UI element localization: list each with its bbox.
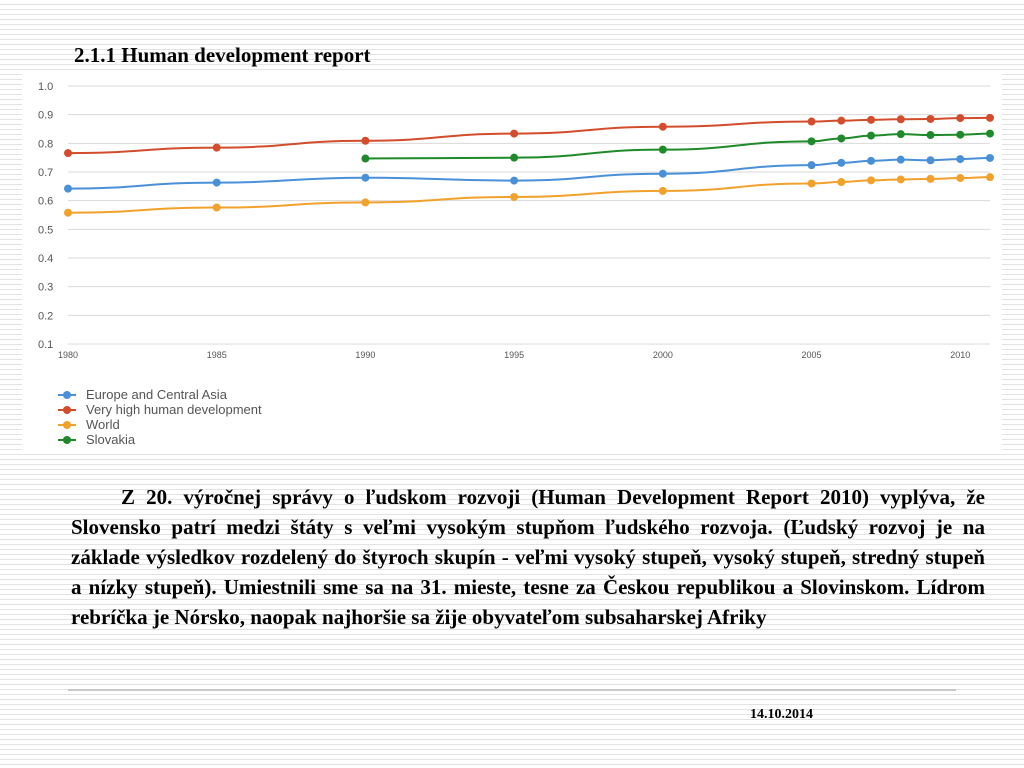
x-tick-label: 2010 (950, 350, 970, 360)
data-point (867, 156, 876, 165)
y-tick-label: 0.3 (38, 282, 53, 294)
data-point (986, 173, 994, 182)
data-point (986, 153, 994, 162)
y-tick-label: 1.0 (38, 81, 53, 93)
data-point (510, 176, 519, 185)
data-point (64, 184, 72, 193)
y-tick-label: 0.2 (38, 310, 53, 322)
data-point (658, 169, 667, 178)
data-point (807, 179, 816, 188)
data-point (986, 129, 994, 138)
data-point (837, 178, 846, 187)
data-point (837, 158, 846, 167)
data-point (896, 115, 905, 124)
y-axis-ticks: 0.1 0.2 0.3 0.4 0.5 0.6 0.7 0.8 0.9 1.0 (38, 81, 53, 351)
data-point (361, 154, 370, 163)
legend-marker (63, 391, 71, 399)
legend-label: Slovakia (86, 432, 136, 447)
data-point (64, 208, 72, 217)
y-tick-label: 0.5 (38, 224, 53, 236)
series-line (67, 116, 991, 155)
data-point (926, 114, 935, 123)
y-tick-label: 0.7 (38, 167, 53, 179)
legend-item: Very high human development (58, 402, 262, 417)
series-line (67, 176, 991, 214)
data-point (867, 131, 876, 140)
data-point (956, 155, 965, 164)
slide-date: 14.10.2014 (750, 707, 813, 722)
data-point (896, 155, 905, 164)
legend-marker (63, 406, 71, 414)
series-slovakia (361, 129, 994, 163)
legend-label: Europe and Central Asia (86, 387, 228, 402)
series-lines (64, 113, 994, 217)
data-point (64, 149, 72, 158)
grid-lines (68, 85, 990, 345)
legend-item: Slovakia (58, 432, 136, 447)
data-point (212, 178, 221, 187)
data-point (807, 161, 816, 170)
footer-divider (68, 689, 956, 691)
y-tick-label: 0.6 (38, 196, 53, 208)
legend-marker (63, 421, 71, 429)
data-point (807, 137, 816, 146)
data-point (926, 156, 935, 165)
y-tick-label: 0.9 (38, 110, 53, 122)
data-point (956, 174, 965, 183)
hdi-chart: 0.1 0.2 0.3 0.4 0.5 0.6 0.7 0.8 0.9 1.0 1980 1985 1… (22, 74, 1002, 452)
x-axis-ticks: 1980 1985 1990 1995 2000 2005 2010 (58, 350, 970, 360)
data-point (212, 203, 221, 212)
series-very-high-human-development (64, 113, 994, 158)
x-tick-label: 1995 (504, 350, 524, 360)
y-tick-label: 0.1 (38, 339, 53, 351)
data-point (926, 131, 935, 140)
x-tick-label: 2000 (653, 350, 673, 360)
legend-marker (63, 436, 71, 444)
data-point (807, 117, 816, 126)
data-point (361, 136, 370, 145)
data-point (510, 153, 519, 162)
hdi-line-chart: 0.10.20.30.40.50.60.70.80.91.0 1980 1985 1… (38, 81, 994, 447)
series-world (64, 173, 994, 217)
data-point (212, 143, 221, 152)
data-point (837, 134, 846, 143)
data-point (361, 198, 370, 207)
x-tick-label: 1990 (355, 350, 375, 360)
data-point (658, 122, 667, 131)
body-paragraph: Z 20. výročnej správy o ľudskom rozvoji … (71, 485, 985, 629)
legend-item: World (58, 417, 120, 432)
x-tick-label: 1985 (207, 350, 227, 360)
legend-item: Europe and Central Asia (58, 387, 228, 402)
data-point (867, 176, 876, 185)
data-point (867, 115, 876, 124)
slide-title: 2.1.1 Human development report (74, 43, 371, 67)
data-point (896, 130, 905, 139)
y-tick-label: 0.8 (38, 138, 53, 150)
data-point (658, 186, 667, 195)
y-tick-label: 0.4 (38, 253, 53, 265)
data-point (896, 175, 905, 184)
data-point (510, 129, 519, 138)
data-point (658, 145, 667, 154)
legend-label: World (86, 417, 120, 432)
data-point (510, 192, 519, 201)
x-tick-label: 1980 (58, 350, 78, 360)
data-point (956, 130, 965, 139)
data-point (837, 116, 846, 125)
data-point (986, 113, 994, 122)
x-tick-label: 2005 (802, 350, 822, 360)
series-line (67, 156, 991, 190)
data-point (361, 173, 370, 182)
data-point (926, 174, 935, 183)
series-line (365, 132, 991, 160)
series-europe-and-central-asia (64, 153, 994, 193)
legend-label: Very high human development (86, 402, 262, 417)
data-point (956, 114, 965, 123)
